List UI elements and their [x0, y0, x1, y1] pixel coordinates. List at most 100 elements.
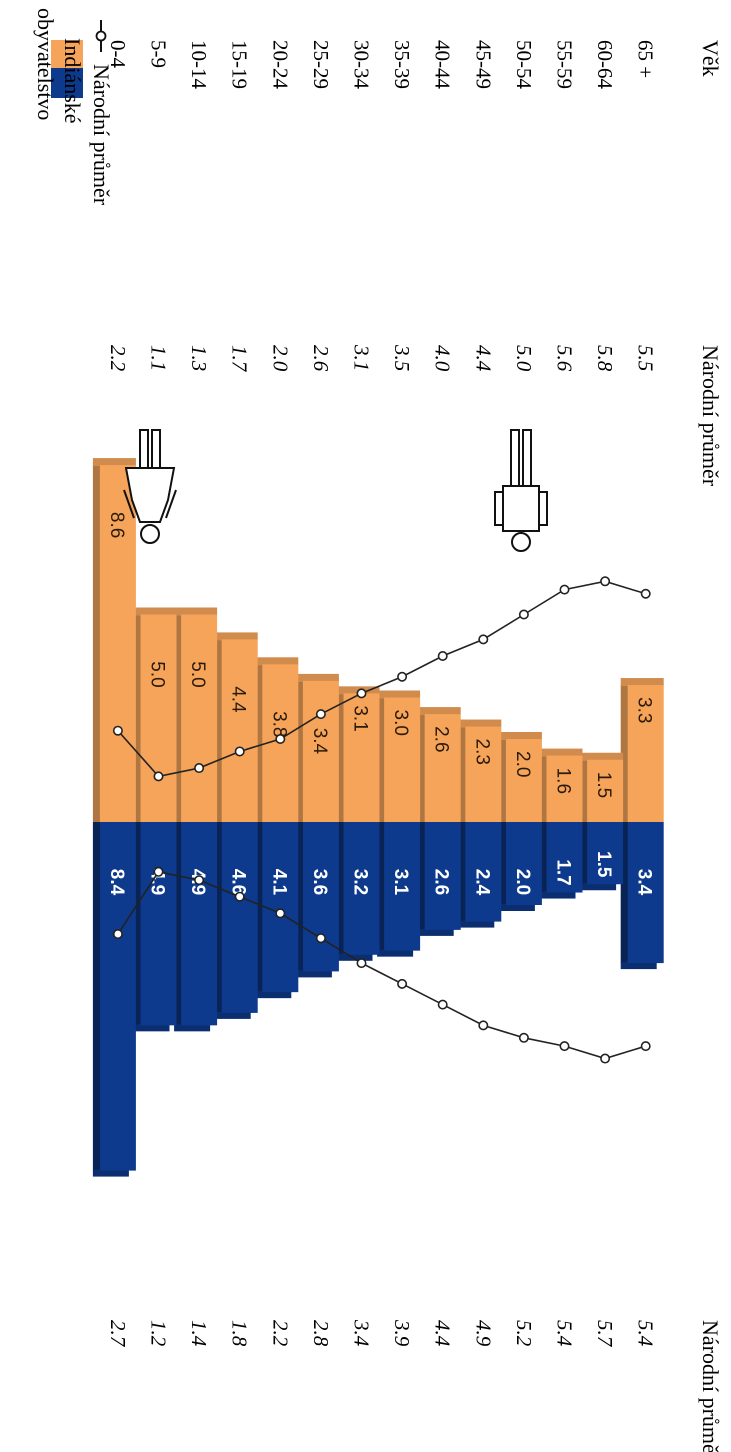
bar-right-end [174, 1024, 211, 1032]
national-point [112, 929, 123, 940]
legend-swatch-right [51, 68, 83, 98]
bar-left [465, 726, 502, 822]
national-value-right: 2.2 [268, 1320, 292, 1347]
national-value-left: 2.0 [268, 345, 292, 372]
legend: Národní průměr Indiánské obyvatelstvo [33, 8, 114, 206]
bar-label-right: 4.9 [147, 869, 168, 895]
age-label: 60-64 [593, 40, 617, 89]
age-label: 15-19 [228, 40, 252, 89]
bar-left-end [458, 719, 502, 728]
bar-left [384, 697, 421, 822]
national-header-right: Národní průměr [698, 1320, 723, 1452]
national-value-left: 4.4 [471, 345, 495, 372]
national-point [315, 933, 326, 944]
bar-label-right: 3.1 [390, 869, 411, 896]
bar-label-left: 3.3 [634, 697, 655, 723]
national-point [437, 999, 448, 1010]
bar-label-right: 2.0 [512, 869, 533, 895]
bar-label-left: 3.0 [390, 710, 411, 736]
bar-right [505, 822, 542, 905]
bar-left [99, 465, 136, 822]
bars-right: 3.41.51.72.02.42.63.13.23.64.14.64.94.98… [92, 822, 664, 1177]
national-point [478, 634, 489, 645]
bar-right [587, 822, 624, 885]
bar-right-end [133, 1024, 170, 1032]
national-value-left: 2.6 [309, 345, 333, 372]
female-figure-icon [123, 429, 177, 544]
bar-left [221, 639, 258, 823]
national-header-left: Národní průměr [698, 345, 723, 487]
bar-left-end [295, 673, 339, 682]
bar-label-right: 4.1 [268, 869, 289, 896]
legend-swatch-left [51, 40, 83, 68]
national-value-right: 2.7 [106, 1320, 130, 1348]
national-point [275, 908, 286, 919]
national-point [640, 588, 651, 599]
bar-right [302, 822, 339, 972]
national-point [478, 1020, 489, 1031]
national-value-right: 5.2 [512, 1320, 536, 1347]
bar-label-left: 1.5 [593, 772, 614, 798]
national-value-left: 5.6 [553, 345, 577, 372]
bar-label-left: 3.8 [268, 711, 289, 737]
national-value-left: 5.5 [634, 345, 658, 371]
national-values-right: 5.4 5.7 5.4 5.2 4.9 4.4 3.9 3.4 2.8 2.2 1.8 1.4 1.2 2… [106, 1319, 658, 1348]
bar-label-right: 3.4 [634, 869, 655, 896]
age-label: 40-44 [431, 40, 455, 89]
bar-right-end [539, 891, 576, 899]
bar-label-right: 3.6 [309, 869, 330, 895]
national-value-right: 5.4 [634, 1320, 658, 1347]
bar-left [505, 739, 542, 822]
bar-right-end [377, 949, 414, 957]
age-label: 55-59 [553, 40, 577, 89]
national-point [397, 671, 408, 682]
age-label: 0-4 [106, 40, 130, 68]
bar-label-right: 2.6 [431, 869, 452, 895]
national-point [356, 688, 367, 699]
national-value-left: 5.0 [512, 345, 536, 372]
national-point [600, 576, 611, 587]
national-point [356, 958, 367, 969]
national-value-right: 5.4 [553, 1320, 577, 1347]
bar-right [181, 822, 218, 1026]
male-figure-icon [494, 429, 548, 552]
bar-label-right: 8.4 [106, 869, 127, 896]
bar-label-right: 3.2 [350, 869, 371, 895]
national-point [397, 978, 408, 989]
bar-label-left: 4.4 [228, 686, 249, 713]
bar-left [181, 614, 218, 822]
bar-label-right: 1.7 [553, 859, 574, 885]
national-line-left [117, 580, 646, 778]
national-point [315, 709, 326, 720]
national-value-right: 5.7 [593, 1320, 617, 1348]
national-value-right: 4.4 [431, 1320, 455, 1347]
bar-right [384, 822, 421, 951]
national-value-left: 5.8 [593, 345, 617, 372]
national-value-right: 1.8 [228, 1320, 252, 1347]
bar-label-left: 5.0 [187, 661, 208, 687]
bar-left-end [377, 690, 421, 699]
bar-label-left: 2.3 [471, 739, 492, 765]
bar-right [546, 822, 583, 893]
bars-left: 3.3 1.5 1.6 2.0 2.3 2.6 3.0 3.1 3.4 3.8 4.4 5.0 5.0 8… [92, 458, 664, 823]
bar-left-end [92, 458, 136, 467]
bar-left [587, 759, 624, 822]
national-value-left: 3.5 [390, 344, 414, 371]
age-label: 65 + [634, 40, 658, 78]
age-label: 30-34 [350, 40, 374, 89]
bar-right-end [336, 953, 373, 961]
bar-label-right: 4.6 [228, 869, 249, 895]
bar-right [221, 822, 258, 1013]
bar-right-end [620, 962, 657, 970]
bar-left [627, 685, 664, 822]
national-point [194, 875, 205, 886]
national-point [518, 609, 529, 620]
national-value-left: 3.1 [350, 344, 374, 371]
national-value-left: 1.1 [147, 345, 171, 371]
age-label: 10-14 [187, 40, 211, 89]
bar-label-right: 1.5 [593, 851, 614, 878]
national-point [234, 746, 245, 757]
age-label: 45-49 [471, 40, 495, 89]
